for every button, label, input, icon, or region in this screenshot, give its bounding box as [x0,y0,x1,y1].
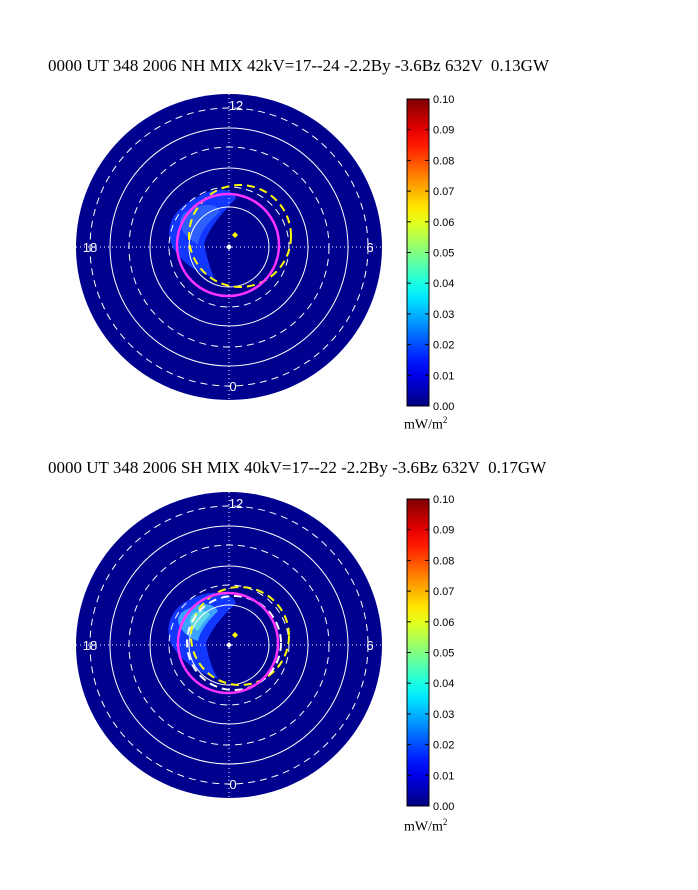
nh-colorbar-unit: mW/m2 [404,415,448,433]
sh-colorbar-tick-label-0: 0.00 [433,801,454,813]
nh-colorbar-tick-label-10: 0.10 [433,94,454,106]
nh-colorbar-tick-label-2: 0.02 [433,340,454,352]
sh-polar-plot: 12 6 0 18 0.00 0.01 0.02 0.03 0.04 0.05 0.06 0.07 0.… [76,492,454,813]
nh-pole-marker [226,244,232,250]
nh-colorbar-tick-label-9: 0.09 [433,125,454,137]
nh-colorbar-tick-label-8: 0.08 [433,155,454,167]
sh-mlt-label-12: 12 [229,496,243,511]
nh-colorbar-tick-label-7: 0.07 [433,186,454,198]
nh-panel: 0000 UT 348 2006 NH MIX 42kV=17--24 -2.2… [48,56,549,433]
sh-colorbar-tick-label-4: 0.04 [433,678,454,690]
nh-polar-plot: 12 6 0 18 0.00 0.01 0.02 0.03 0.04 0.05 0.06 0.07 0.… [76,94,454,413]
sh-mlt-label-0: 0 [229,777,236,792]
sh-mlt-label-18: 18 [83,638,97,653]
nh-colorbar-tick-label-0: 0.00 [433,401,454,413]
sh-colorbar-tick-label-5: 0.05 [433,648,454,660]
nh-yellow-dashed-boundary [188,184,292,288]
sh-offset-marker [232,632,238,638]
nh-colorbar-tick-label-4: 0.04 [433,278,454,290]
sh-colorbar-tick-label-2: 0.02 [433,740,454,752]
nh-mlt-label-12: 12 [229,98,243,113]
sh-colorbar-tick-label-7: 0.07 [433,586,454,598]
nh-magenta-boundary [175,192,281,298]
sh-white-dashed-boundary [186,595,282,691]
nh-colorbar-tick-label-6: 0.06 [433,217,454,229]
sh-mlt-label-6: 6 [366,638,373,653]
nh-colorbar-tick-label-1: 0.01 [433,370,454,382]
nh-colorbar-tick-label-5: 0.05 [433,248,454,260]
sh-colorbar-tick-label-1: 0.01 [433,770,454,782]
sh-colorbar-tick-label-3: 0.03 [433,709,454,721]
nh-mlt-label-6: 6 [366,240,373,255]
nh-mlt-label-0: 0 [229,379,236,394]
nh-colorbar-tick-label-3: 0.03 [433,309,454,321]
nh-mlt-label-18: 18 [83,240,97,255]
sh-yellow-dashed-boundary [190,586,290,686]
sh-panel: 0000 UT 348 2006 SH MIX 40kV=17--22 -2.2… [0,445,698,890]
sh-chart-title: 0000 UT 348 2006 SH MIX 40kV=17--22 -2.2… [48,458,547,477]
sh-colorbar-unit: mW/m2 [404,817,448,835]
sh-colorbar-tick-label-9: 0.09 [433,525,454,537]
nh-chart-title: 0000 UT 348 2006 NH MIX 42kV=17--24 -2.2… [48,56,549,75]
nh-offset-marker [232,232,238,238]
sh-colorbar-tick-label-10: 0.10 [433,494,454,506]
sh-magenta-boundary [176,591,280,695]
sh-colorbar-tick-label-8: 0.08 [433,555,454,567]
sh-pole-marker [226,642,232,648]
sh-colorbar-tick-label-6: 0.06 [433,617,454,629]
